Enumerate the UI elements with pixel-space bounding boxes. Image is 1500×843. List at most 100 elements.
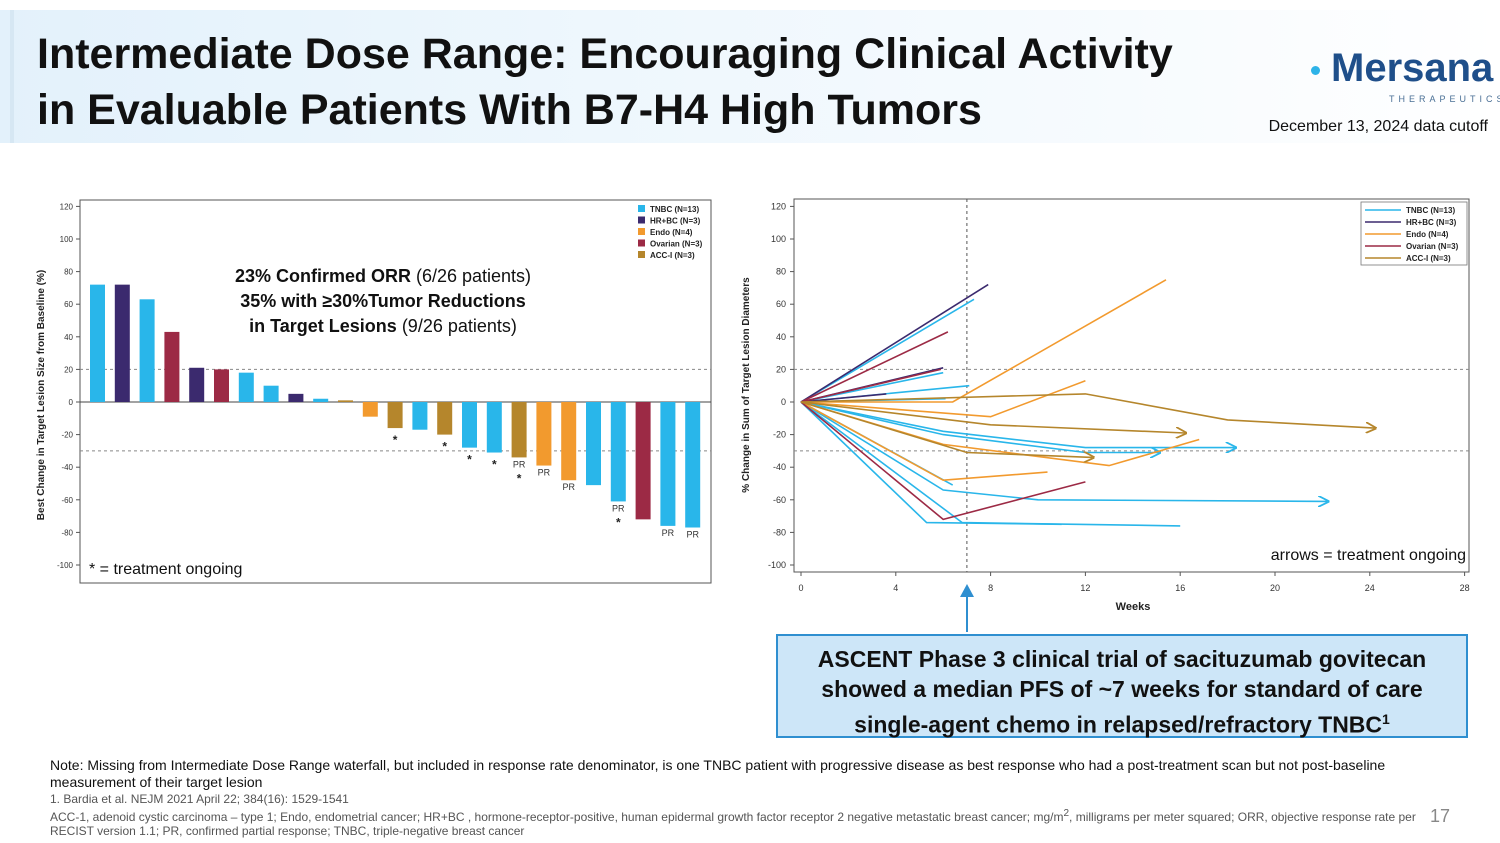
title-line-2: in Evaluable Patients With B7-H4 High Tu… xyxy=(37,86,982,134)
waterfall-bar xyxy=(660,402,676,526)
waterfall-bar xyxy=(685,402,701,528)
waterfall-plot-frame xyxy=(79,199,712,584)
waterfall-ytick-label: -20 xyxy=(61,431,73,440)
spider-series-line xyxy=(800,283,989,403)
spider-xtick-label: 8 xyxy=(988,583,993,593)
waterfall-pr-label: PR xyxy=(538,468,551,478)
spider-series-line xyxy=(800,393,1375,428)
waterfall-legend-label: TNBC (N=13) xyxy=(650,205,699,214)
spider-series-line xyxy=(800,368,941,403)
logo-subtext: THERAPEUTICS xyxy=(1389,94,1500,104)
spider-ytick-label: 20 xyxy=(776,364,786,374)
waterfall-bar xyxy=(263,385,279,402)
spider-legend-label: Endo (N=4) xyxy=(1406,230,1449,239)
spider-xtick-label: 12 xyxy=(1080,583,1090,593)
waterfall-pr-label: PR xyxy=(562,482,575,492)
data-cutoff-label: December 13, 2024 data cutoff xyxy=(1268,118,1488,135)
orr-annotation-line-2: 35% with ≥30%Tumor Reductions xyxy=(240,291,526,311)
waterfall-bar xyxy=(114,284,130,402)
orr-annotation-rest: (6/26 patients) xyxy=(411,266,531,286)
spider-ytick-label: -60 xyxy=(773,495,786,505)
logo-wordmark: Mersana xyxy=(1331,46,1494,90)
waterfall-bar xyxy=(412,402,428,430)
spider-series-line xyxy=(800,401,1093,457)
spider-series-line xyxy=(800,380,1086,418)
footer-reference: 1. Bardia et al. NEJM 2021 April 22; 384… xyxy=(50,792,349,806)
spider-legend-label: TNBC (N=13) xyxy=(1406,206,1455,215)
spider-footnote: arrows = treatment ongoing xyxy=(1271,547,1466,564)
waterfall-bar xyxy=(288,393,304,402)
spider-y-ticks: 120 100 80 60 40 20 0 -20 -40 -60 -80 -100 xyxy=(768,201,794,570)
spider-x-ticks: 0 4 8 12 16 20 24 28 xyxy=(798,572,1470,593)
spider-ytick-label: 60 xyxy=(776,299,786,309)
waterfall-ytick-label: 120 xyxy=(60,202,74,211)
waterfall-bar xyxy=(536,402,552,466)
spider-ytick-label: -40 xyxy=(773,462,786,472)
waterfall-legend-label: Endo (N=4) xyxy=(650,228,693,237)
spider-ytick-label: -20 xyxy=(773,430,786,440)
waterfall-ongoing-marker: * xyxy=(442,440,447,454)
waterfall-legend: TNBC (N=13) HR+BC (N=3) Endo (N=4) Ovarian … xyxy=(638,205,703,260)
waterfall-legend-swatch xyxy=(638,239,645,247)
footer-note: Note: Missing from Intermediate Dose Ran… xyxy=(50,757,1386,790)
spider-series-lines xyxy=(800,279,1375,527)
spider-xtick-label: 4 xyxy=(893,583,898,593)
waterfall-ytick-label: -100 xyxy=(57,561,74,570)
orr-annotation-line-3: in Target Lesions (9/26 patients) xyxy=(249,316,517,336)
spider-xtick-label: 28 xyxy=(1460,583,1470,593)
spider-series-line xyxy=(800,401,1181,527)
orr-annotation-3-bold: in Target Lesions xyxy=(249,316,397,336)
waterfall-bars xyxy=(90,284,701,528)
header-accent xyxy=(10,10,14,143)
callout-pointer-arrow-icon xyxy=(960,584,974,597)
waterfall-ongoing-marker: * xyxy=(492,458,497,472)
orr-annotation-3-rest: (9/26 patients) xyxy=(397,316,517,336)
waterfall-bar xyxy=(238,372,254,402)
spider-chart: 120 100 80 60 40 20 0 -20 -40 -60 -80 -100 0 4 8 12 16 2… xyxy=(741,198,1470,632)
waterfall-y-axis-label: Best Change in Target Lesion Size from B… xyxy=(36,270,47,520)
spider-ytick-label: 120 xyxy=(771,201,786,211)
mersana-logo: Mersana THERAPEUTICS xyxy=(1307,46,1500,106)
waterfall-ytick-label: 100 xyxy=(60,235,74,244)
waterfall-legend-swatch xyxy=(638,251,645,258)
spider-series-line xyxy=(800,401,1048,482)
spider-ytick-label: -80 xyxy=(773,527,786,537)
waterfall-pr-label: PR xyxy=(662,528,675,538)
spider-legend-label: Ovarian (N=3) xyxy=(1406,242,1459,251)
callout-superscript: 1 xyxy=(1382,711,1390,727)
spider-y-axis-label: % Change in Sum of Target Lesion Diamete… xyxy=(741,277,752,493)
waterfall-ongoing-marker: * xyxy=(467,453,472,467)
abbr-part-2: , milligrams per meter squared; ORR, obj… xyxy=(50,810,1416,838)
waterfall-ytick-label: -80 xyxy=(61,528,73,537)
waterfall-bar xyxy=(610,402,626,502)
waterfall-bar xyxy=(338,400,353,402)
waterfall-legend-swatch xyxy=(638,216,645,224)
waterfall-ytick-label: 40 xyxy=(64,333,73,342)
spider-xtick-label: 20 xyxy=(1270,583,1280,593)
waterfall-bar xyxy=(387,402,403,429)
waterfall-ongoing-marker: * xyxy=(517,471,522,485)
callout-line-3-text: single-agent chemo in relapsed/refractor… xyxy=(854,711,1383,738)
spider-legend-label: HR+BC (N=3) xyxy=(1406,218,1457,227)
waterfall-bar-labels: * * * * PR * PR PR PR * PR PR xyxy=(393,433,700,539)
spider-series-line xyxy=(800,401,1327,501)
waterfall-bar xyxy=(189,367,205,402)
waterfall-ytick-label: -60 xyxy=(61,496,73,505)
waterfall-ytick-label: 80 xyxy=(64,268,73,277)
page-number: 17 xyxy=(1430,806,1451,826)
waterfall-bar xyxy=(586,402,601,486)
waterfall-bar xyxy=(635,402,651,520)
callout-line-3: single-agent chemo in relapsed/refractor… xyxy=(778,704,1466,740)
waterfall-footnote: * = treatment ongoing xyxy=(89,561,242,578)
waterfall-bar xyxy=(437,402,453,435)
callout-line-1: ASCENT Phase 3 clinical trial of sacituz… xyxy=(817,646,1427,672)
spider-ytick-label: 80 xyxy=(776,267,786,277)
waterfall-bar xyxy=(511,402,527,458)
spider-series-line xyxy=(800,401,1185,433)
waterfall-bar xyxy=(486,402,502,453)
spider-plot-frame xyxy=(793,198,1470,573)
waterfall-legend-label: Ovarian (N=3) xyxy=(650,240,703,249)
waterfall-legend-swatch xyxy=(638,228,645,235)
orr-annotation-line-1: 23% Confirmed ORR (6/26 patients) xyxy=(235,266,531,286)
